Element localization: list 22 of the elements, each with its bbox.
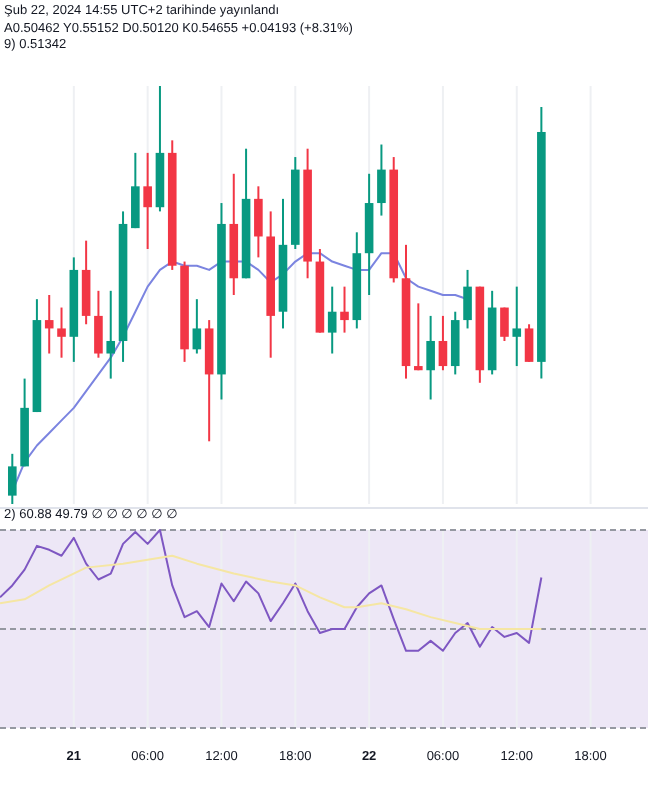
candlestick [450,310,460,376]
candlestick [81,239,91,326]
candlestick [426,314,435,401]
candlestick [512,285,522,368]
candlestick [463,268,472,330]
candlestick [143,151,152,251]
candlestick [131,151,140,230]
candlestick [414,302,423,372]
candlestick [327,285,337,355]
candlestick [438,314,448,372]
candlestick [94,289,103,359]
candlestick [500,306,509,342]
candlestick [106,289,116,380]
candlestick [57,306,66,359]
candlestick [254,185,263,259]
candlestick [8,452,17,505]
candlestick [192,298,202,355]
candlestick [377,143,386,217]
candlestick [340,285,349,334]
candlestick [524,323,534,363]
candlestick [204,319,214,443]
candlestick [44,294,54,355]
